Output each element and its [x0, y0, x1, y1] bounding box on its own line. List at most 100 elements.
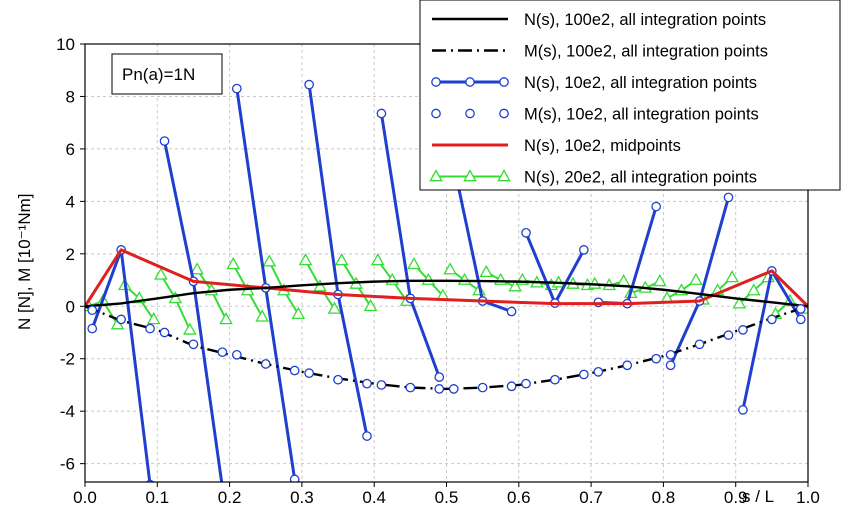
data-point — [231, 83, 242, 94]
data-point — [362, 431, 372, 441]
data-point — [665, 360, 676, 371]
data-point — [289, 365, 300, 376]
data-point — [362, 378, 372, 389]
data-point — [313, 279, 327, 292]
data-point — [260, 359, 271, 369]
data-point — [732, 296, 747, 309]
legend: N(s), 100e2, all integration points M(s),… — [419, 0, 841, 191]
data-point — [405, 382, 416, 393]
legend-marker — [431, 77, 441, 87]
data-point — [407, 256, 421, 270]
x-tick-label: 0.7 — [579, 488, 603, 507]
y-tick-label: -6 — [60, 455, 75, 474]
x-axis-label: s / L — [742, 487, 774, 506]
data-point — [725, 270, 739, 283]
data-point — [190, 262, 204, 275]
data-point — [154, 267, 168, 280]
data-point — [159, 136, 170, 146]
data-point — [434, 372, 445, 382]
y-tick-label: -2 — [60, 350, 75, 369]
data-point — [188, 339, 199, 350]
data-point — [327, 301, 342, 314]
legend-marker — [465, 77, 475, 87]
data-point — [795, 314, 806, 325]
data-point — [333, 374, 343, 385]
data-point — [231, 349, 242, 360]
data-point — [116, 314, 127, 325]
legend-marker — [431, 108, 441, 119]
y-tick-label: 10 — [56, 35, 75, 54]
legend-marker — [499, 77, 509, 87]
data-point — [443, 262, 457, 275]
x-tick-label: 0.4 — [362, 488, 386, 507]
data-point — [579, 369, 589, 380]
data-point — [766, 314, 777, 325]
x-tick-label: 0.6 — [507, 488, 531, 507]
y-tick-label: 0 — [66, 297, 75, 316]
data-point — [376, 108, 387, 119]
data-point — [723, 192, 734, 203]
data-point — [723, 330, 734, 340]
data-point — [521, 378, 531, 389]
tick-labels: 0.0 0.1 0.2 0.3 0.4 0.5 0.6 0.7 0.8 0.9 1.0 -6 -4 -2 0… — [56, 35, 820, 507]
legend-label: M(s), 10e2, all integration points — [524, 106, 759, 124]
data-point — [689, 272, 703, 285]
data-point — [363, 298, 378, 312]
legend-label: M(s), 100e2, all integration points — [524, 43, 768, 61]
data-point — [738, 405, 748, 415]
data-point — [255, 309, 269, 322]
data-point — [434, 384, 445, 394]
data-point — [289, 474, 300, 482]
legend-marker — [497, 169, 511, 182]
series-2 — [87, 79, 806, 482]
data-point — [87, 323, 98, 334]
data-point — [217, 347, 228, 358]
data-point — [168, 291, 183, 304]
y-tick-label: -4 — [60, 402, 75, 421]
data-point — [159, 327, 170, 338]
x-tick-label: 0.8 — [652, 488, 676, 507]
data-point — [651, 353, 662, 364]
data-point — [304, 368, 314, 379]
legend-label: N(s), 10e2, midpoints — [524, 137, 681, 155]
data-point — [694, 339, 705, 350]
data-point — [304, 79, 314, 90]
data-point — [477, 382, 488, 393]
data-point — [651, 201, 662, 212]
legend-label: N(s), 10e2, all integration points — [524, 74, 757, 92]
legend-label: N(s), 100e2, all integration points — [524, 11, 766, 29]
data-point — [334, 253, 349, 266]
x-tick-label: 0.9 — [724, 488, 748, 507]
annotation-text: Pn(a)=1N — [122, 65, 195, 84]
data-point — [448, 384, 459, 394]
series-3 — [87, 304, 806, 394]
y-tick-label: 2 — [66, 245, 75, 264]
y-tick-label: 8 — [66, 87, 75, 106]
data-point — [291, 306, 306, 319]
legend-label: N(s), 20e2, all integration points — [524, 169, 757, 187]
data-point — [795, 304, 806, 314]
data-point — [652, 274, 667, 287]
data-point — [479, 264, 494, 278]
legend-box — [419, 0, 841, 191]
y-tick-label: 6 — [66, 140, 75, 159]
x-tick-label: 1.0 — [796, 488, 820, 507]
series-line — [85, 279, 808, 308]
x-tick-label: 0.2 — [218, 488, 242, 507]
data-point — [145, 323, 155, 334]
data-point — [508, 279, 522, 292]
data-point — [226, 256, 241, 270]
legend-marker — [499, 108, 509, 119]
data-point — [593, 366, 604, 377]
series-0 — [85, 279, 808, 308]
x-tick-label: 0.5 — [435, 488, 459, 507]
data-point — [738, 325, 748, 335]
data-point — [550, 374, 560, 385]
series-1 — [85, 305, 808, 391]
data-point — [219, 312, 233, 325]
data-point — [665, 349, 676, 360]
legend-marker — [463, 169, 477, 182]
data-point — [622, 360, 633, 371]
plot-series — [85, 79, 808, 482]
